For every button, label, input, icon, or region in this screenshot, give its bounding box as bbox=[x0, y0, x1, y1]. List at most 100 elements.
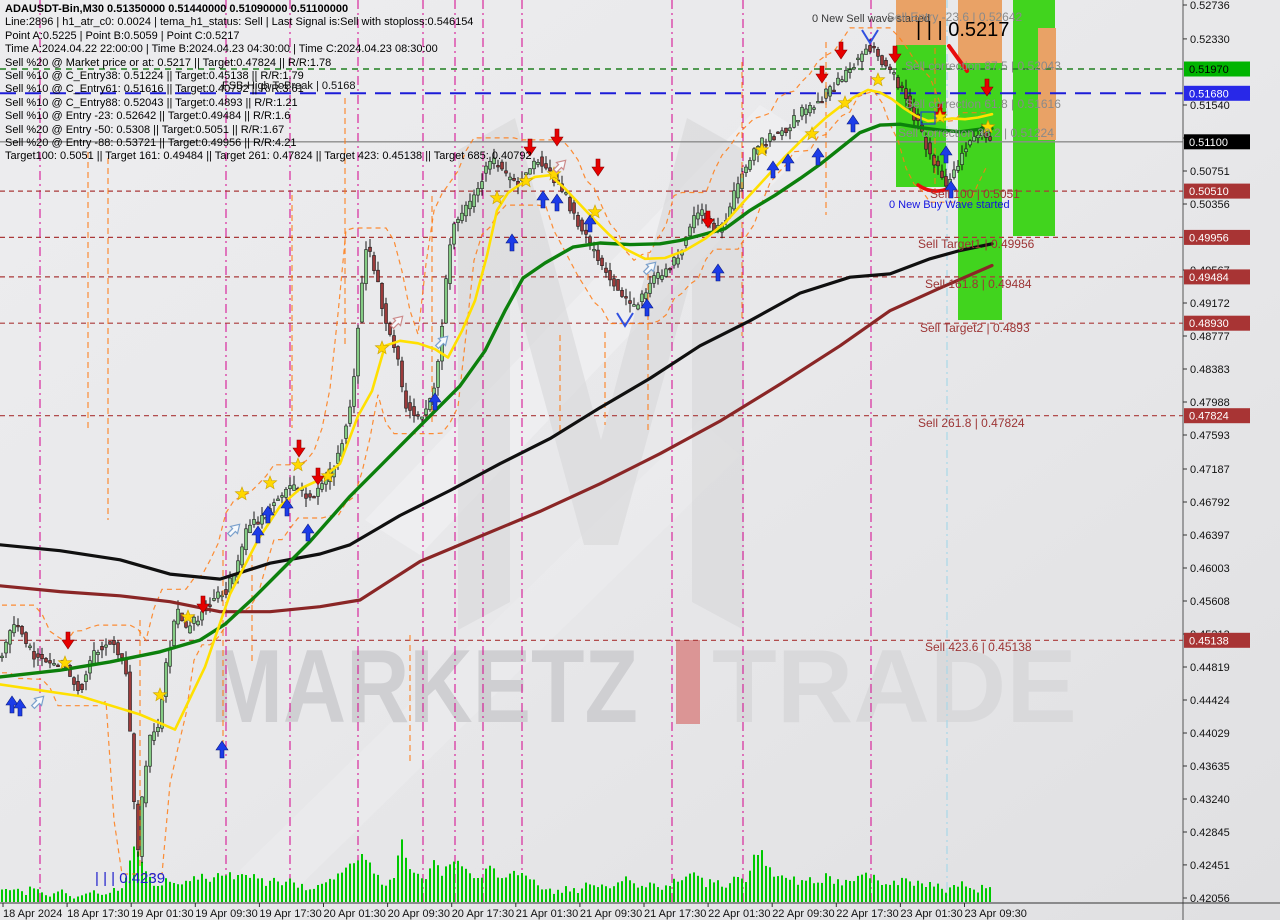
price-tick-label: 0.46397 bbox=[1190, 530, 1230, 542]
star-signal-icon[interactable] bbox=[980, 119, 996, 134]
time-tick-label[interactable]: 19 Apr 17:30 bbox=[259, 908, 321, 920]
volume-bar bbox=[701, 877, 703, 902]
volume-bar bbox=[493, 868, 495, 902]
volume-bar bbox=[777, 876, 779, 902]
buy-signal-arrow-icon[interactable] bbox=[766, 160, 780, 179]
sell-signal-arrow-icon[interactable] bbox=[815, 65, 829, 84]
hollow-arrow-icon[interactable] bbox=[226, 521, 244, 539]
star-signal-icon[interactable] bbox=[320, 468, 336, 483]
sell-signal-arrow-icon[interactable] bbox=[292, 439, 306, 458]
hollow-arrow-icon[interactable] bbox=[30, 693, 48, 711]
bull-candle bbox=[836, 77, 840, 85]
time-tick-label[interactable]: 21 Apr 17:30 bbox=[644, 908, 706, 920]
hollow-arrow-icon[interactable] bbox=[552, 157, 570, 175]
volume-bar bbox=[717, 880, 719, 902]
volume-bar bbox=[693, 872, 695, 902]
time-tick-label[interactable]: 21 Apr 01:30 bbox=[516, 908, 578, 920]
sell-signal-arrow-icon[interactable] bbox=[980, 78, 994, 97]
time-tick-label[interactable]: 20 Apr 17:30 bbox=[452, 908, 514, 920]
buy-signal-arrow-icon[interactable] bbox=[846, 114, 860, 133]
sell-signal-arrow-icon[interactable] bbox=[61, 631, 75, 650]
star-signal-icon[interactable] bbox=[234, 486, 250, 501]
time-tick-label[interactable]: 20 Apr 09:30 bbox=[388, 908, 450, 920]
price-tag-label: 0.49956 bbox=[1189, 232, 1229, 244]
sell-signal-arrow-icon[interactable] bbox=[196, 595, 210, 614]
star-signal-icon[interactable] bbox=[262, 475, 278, 490]
time-tick-label[interactable]: 18 Apr 2024 bbox=[3, 908, 62, 920]
sell-signal-arrow-icon[interactable] bbox=[888, 45, 902, 64]
buy-signal-arrow-icon[interactable] bbox=[251, 525, 265, 544]
bear-candle bbox=[924, 137, 928, 150]
volume-bar bbox=[521, 873, 523, 902]
sell-signal-arrow-icon[interactable] bbox=[550, 128, 564, 147]
time-tick-label[interactable]: 19 Apr 09:30 bbox=[195, 908, 257, 920]
star-signal-icon[interactable] bbox=[374, 340, 390, 355]
bear-candle bbox=[896, 77, 900, 89]
hollow-arrow-icon[interactable] bbox=[389, 313, 407, 331]
star-signal-icon[interactable] bbox=[180, 609, 196, 624]
star-signal-icon[interactable] bbox=[587, 204, 603, 219]
price-tick-label: 0.44819 bbox=[1190, 662, 1230, 674]
volume-bar bbox=[125, 877, 127, 902]
bull-candle bbox=[276, 498, 280, 501]
volume-bar bbox=[261, 878, 263, 902]
star-signal-icon[interactable] bbox=[489, 190, 505, 205]
bull-candle bbox=[240, 546, 244, 566]
volume-bar bbox=[381, 884, 383, 902]
bull-candle bbox=[808, 105, 812, 114]
bear-candle bbox=[876, 48, 880, 57]
sell-signal-arrow-icon[interactable] bbox=[523, 138, 537, 157]
volume-bar bbox=[657, 887, 659, 902]
star-signal-icon[interactable] bbox=[546, 166, 562, 181]
bull-candle bbox=[288, 485, 292, 490]
bear-candle bbox=[668, 267, 672, 271]
buy-signal-arrow-icon[interactable] bbox=[781, 153, 795, 172]
star-signal-icon[interactable] bbox=[290, 457, 306, 472]
buy-signal-arrow-icon[interactable] bbox=[5, 695, 19, 714]
sell-signal-arrow-icon[interactable] bbox=[834, 41, 848, 60]
star-signal-icon[interactable] bbox=[837, 95, 853, 110]
star-signal-icon[interactable] bbox=[57, 655, 73, 670]
time-tick-label[interactable]: 18 Apr 17:30 bbox=[67, 908, 129, 920]
buy-signal-arrow-icon[interactable] bbox=[13, 698, 27, 717]
time-tick-label[interactable]: 22 Apr 01:30 bbox=[708, 908, 770, 920]
buy-signal-arrow-icon[interactable] bbox=[505, 233, 519, 252]
time-tick-label[interactable]: 21 Apr 09:30 bbox=[580, 908, 642, 920]
buy-signal-arrow-icon[interactable] bbox=[280, 498, 294, 517]
channel-envelope bbox=[2, 27, 986, 643]
volume-bar bbox=[753, 854, 755, 902]
sell-signal-arrow-icon[interactable] bbox=[591, 158, 605, 177]
hollow-arrow-icon[interactable] bbox=[434, 333, 452, 351]
buy-signal-arrow-icon[interactable] bbox=[939, 145, 953, 164]
star-signal-icon[interactable] bbox=[754, 142, 770, 157]
time-tick-label[interactable]: 22 Apr 09:30 bbox=[772, 908, 834, 920]
star-signal-icon[interactable] bbox=[518, 173, 534, 188]
volume-bar bbox=[21, 891, 23, 902]
star-signal-icon[interactable] bbox=[870, 72, 886, 87]
sell-signal-arrow-icon[interactable] bbox=[701, 210, 715, 229]
time-tick-label[interactable]: 19 Apr 01:30 bbox=[131, 908, 193, 920]
volume-bar bbox=[25, 895, 27, 902]
buy-signal-arrow-icon[interactable] bbox=[215, 740, 229, 759]
buy-signal-arrow-icon[interactable] bbox=[711, 263, 725, 282]
buy-signal-arrow-icon[interactable] bbox=[944, 180, 958, 199]
time-tick-label[interactable]: 23 Apr 01:30 bbox=[900, 908, 962, 920]
buy-signal-arrow-icon[interactable] bbox=[550, 193, 564, 212]
time-tick-label[interactable]: 22 Apr 17:30 bbox=[836, 908, 898, 920]
buy-signal-arrow-icon[interactable] bbox=[583, 214, 597, 233]
time-tick-label[interactable]: 23 Apr 09:30 bbox=[965, 908, 1027, 920]
star-signal-icon[interactable] bbox=[152, 687, 168, 702]
buy-signal-arrow-icon[interactable] bbox=[640, 298, 654, 317]
sell-signal-arrow-icon[interactable] bbox=[311, 467, 325, 486]
volume-bar bbox=[77, 896, 79, 902]
buy-signal-arrow-icon[interactable] bbox=[811, 147, 825, 166]
hollow-arrow-icon[interactable] bbox=[642, 259, 660, 277]
buy-signal-arrow-icon[interactable] bbox=[428, 392, 442, 411]
buy-signal-arrow-icon[interactable] bbox=[536, 190, 550, 209]
buy-signal-arrow-icon[interactable] bbox=[261, 505, 275, 524]
volume-bar bbox=[481, 877, 483, 902]
time-tick-label[interactable]: 20 Apr 01:30 bbox=[324, 908, 386, 920]
star-signal-icon[interactable] bbox=[804, 126, 820, 141]
buy-signal-arrow-icon[interactable] bbox=[301, 523, 315, 542]
